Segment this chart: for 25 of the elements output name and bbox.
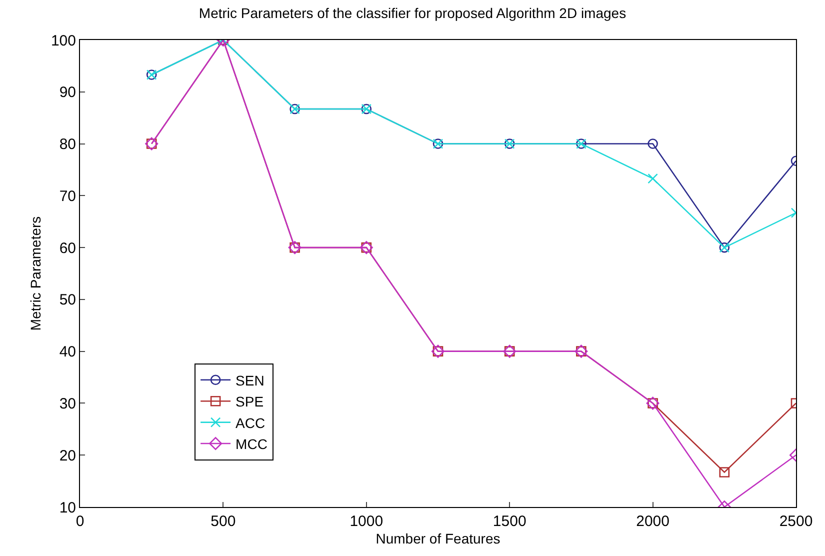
x-tick-label: 1000 xyxy=(350,513,384,530)
y-tick-label: 30 xyxy=(59,395,76,412)
legend-label: ACC xyxy=(236,414,266,431)
y-tick-label: 20 xyxy=(59,447,76,464)
x-tick-label: 0 xyxy=(76,513,84,530)
x-tick-label: 500 xyxy=(210,513,236,530)
chart-title: Metric Parameters of the classifier for proposed Algorithm 2D images xyxy=(198,5,626,22)
x-tick-label: 2000 xyxy=(636,513,670,530)
y-tick-label: 80 xyxy=(59,136,76,154)
y-tick-label: 90 xyxy=(59,84,76,102)
y-tick-label: 70 xyxy=(59,188,76,205)
point xyxy=(648,138,658,149)
legend-label: SEN xyxy=(236,372,264,388)
y-tick-label: 100 xyxy=(50,32,76,50)
x-tick-label: 1500 xyxy=(492,513,526,530)
x-axis-title: Number of Features xyxy=(376,530,500,546)
y-tick-label: 60 xyxy=(59,240,76,257)
y-tick-label: 10 xyxy=(59,499,76,516)
y-axis-title: Metric Parameters xyxy=(28,216,44,331)
y-tick-label: 50 xyxy=(59,292,76,309)
x-tick-label: 2500 xyxy=(779,513,813,530)
y-tick-label: 40 xyxy=(59,344,76,361)
legend-label: SPE xyxy=(236,394,264,410)
legend-label: MCC xyxy=(236,436,268,452)
point xyxy=(719,467,730,478)
